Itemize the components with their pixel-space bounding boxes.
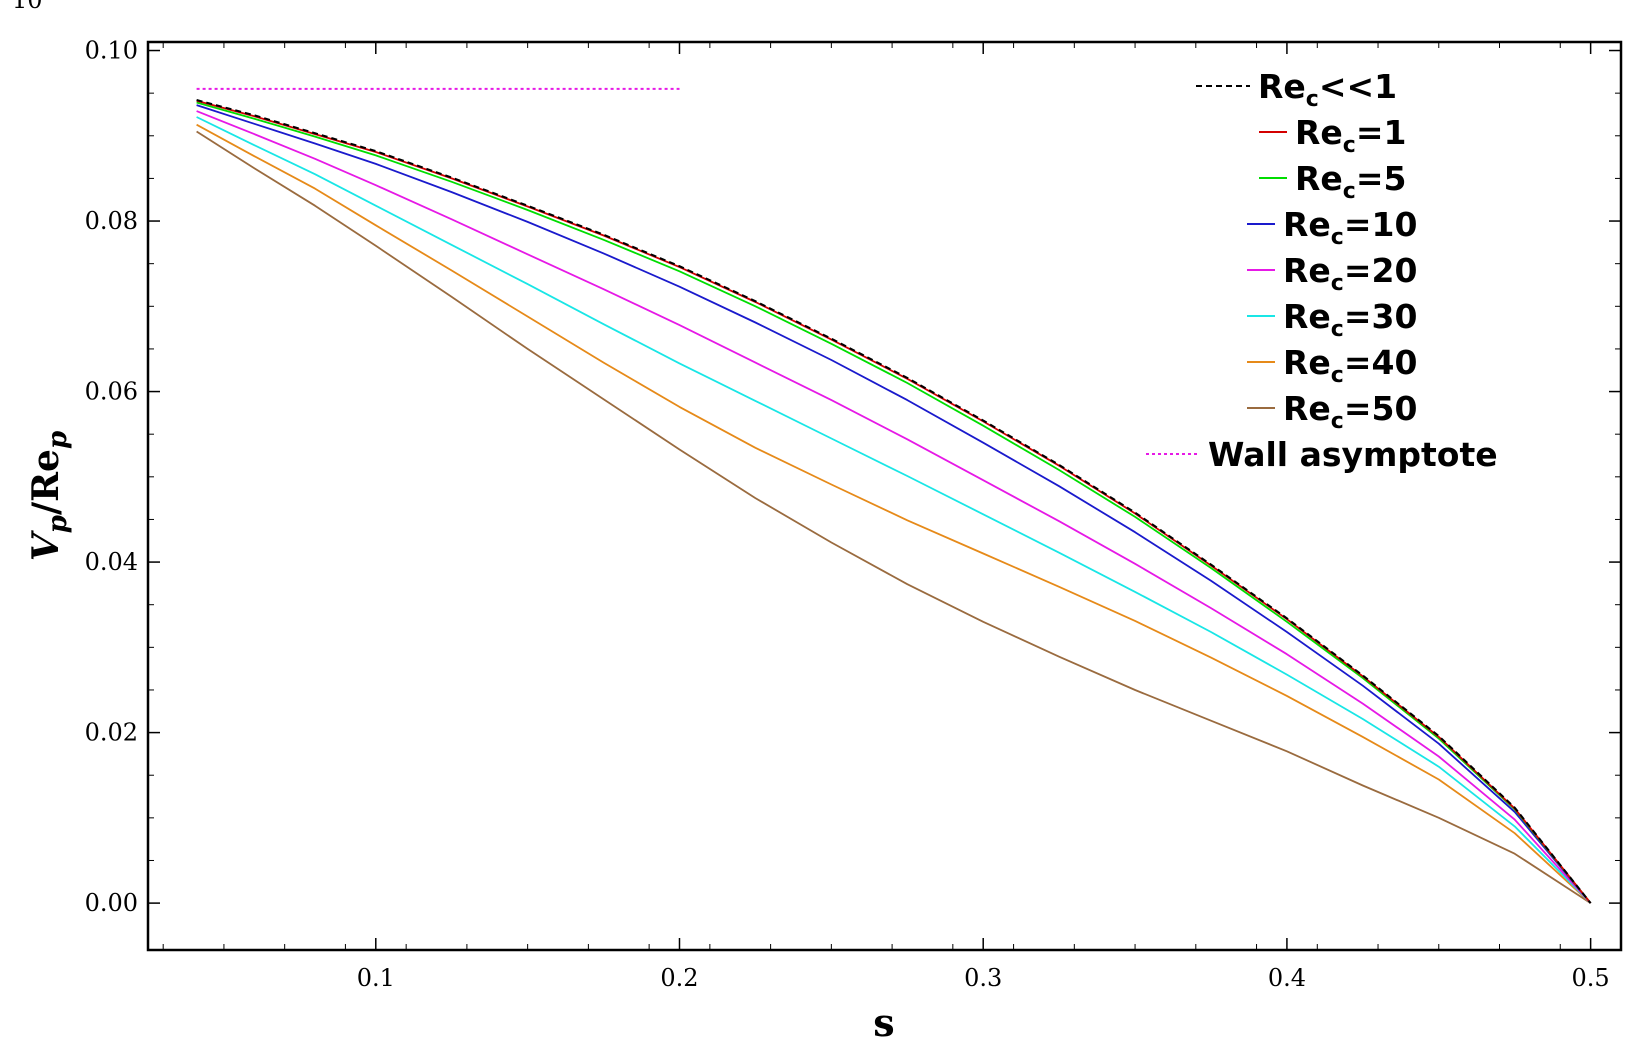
legend-label: Rec=50 [1283, 389, 1417, 434]
plot-frame [146, 40, 1623, 952]
legend-label: Wall asymptote [1208, 435, 1498, 474]
ylabel-v: V [25, 530, 67, 561]
series-line-re-c-20 [196, 110, 1592, 904]
series-layer [196, 87, 1592, 904]
y-tick-label: 0.02 [85, 719, 138, 747]
legend-label: Rec=1 [1295, 113, 1406, 158]
y-tick-label: 0.00 [85, 889, 138, 917]
series-line-re-c-40 [196, 123, 1592, 904]
series-line-re-c-5 [196, 101, 1592, 904]
legend: Rec<<1Rec=1Rec=5Rec=10Rec=20Rec=30Rec=40… [1146, 67, 1498, 474]
legend-label: Rec=40 [1283, 343, 1417, 388]
ylabel-sub-2: p [43, 431, 73, 449]
series-line-re-c-10 [196, 104, 1592, 904]
legend-label: Rec=20 [1283, 251, 1417, 296]
legend-label: Rec=10 [1283, 205, 1417, 250]
x-tick-label: 0.5 [1572, 964, 1610, 992]
axis-tick-labels: 0.1 0.2 0.3 0.4 0.5 0.00 0.02 0.04 0.06 0.08 0.10 [85, 37, 1610, 992]
ylabel-slash: /Re [25, 449, 67, 515]
y-tick-label: 0.10 [85, 37, 138, 65]
x-tick-label: 0.3 [964, 964, 1002, 992]
y-tick-label: 0.08 [85, 207, 138, 235]
legend-label: Rec<<1 [1258, 67, 1397, 112]
legend-label: Rec=5 [1295, 159, 1406, 204]
legend-label: Rec=30 [1283, 297, 1417, 342]
y-tick-label: 0.06 [85, 378, 138, 406]
y-axis-label: Vp/Rep [25, 431, 73, 561]
corner-fragment-label: 10 [12, 0, 43, 14]
x-axis-label: s [873, 1000, 894, 1045]
axis-ticks [148, 42, 1621, 950]
series-line-re-c-1 [196, 99, 1592, 904]
x-tick-label: 0.4 [1268, 964, 1306, 992]
x-tick-label: 0.2 [660, 964, 698, 992]
ylabel-sub-1: p [43, 515, 73, 533]
series-line-re-c-30 [196, 116, 1592, 904]
x-tick-label: 0.1 [357, 964, 395, 992]
series-line-re-c-50 [196, 130, 1592, 904]
y-tick-label: 0.04 [85, 548, 138, 576]
